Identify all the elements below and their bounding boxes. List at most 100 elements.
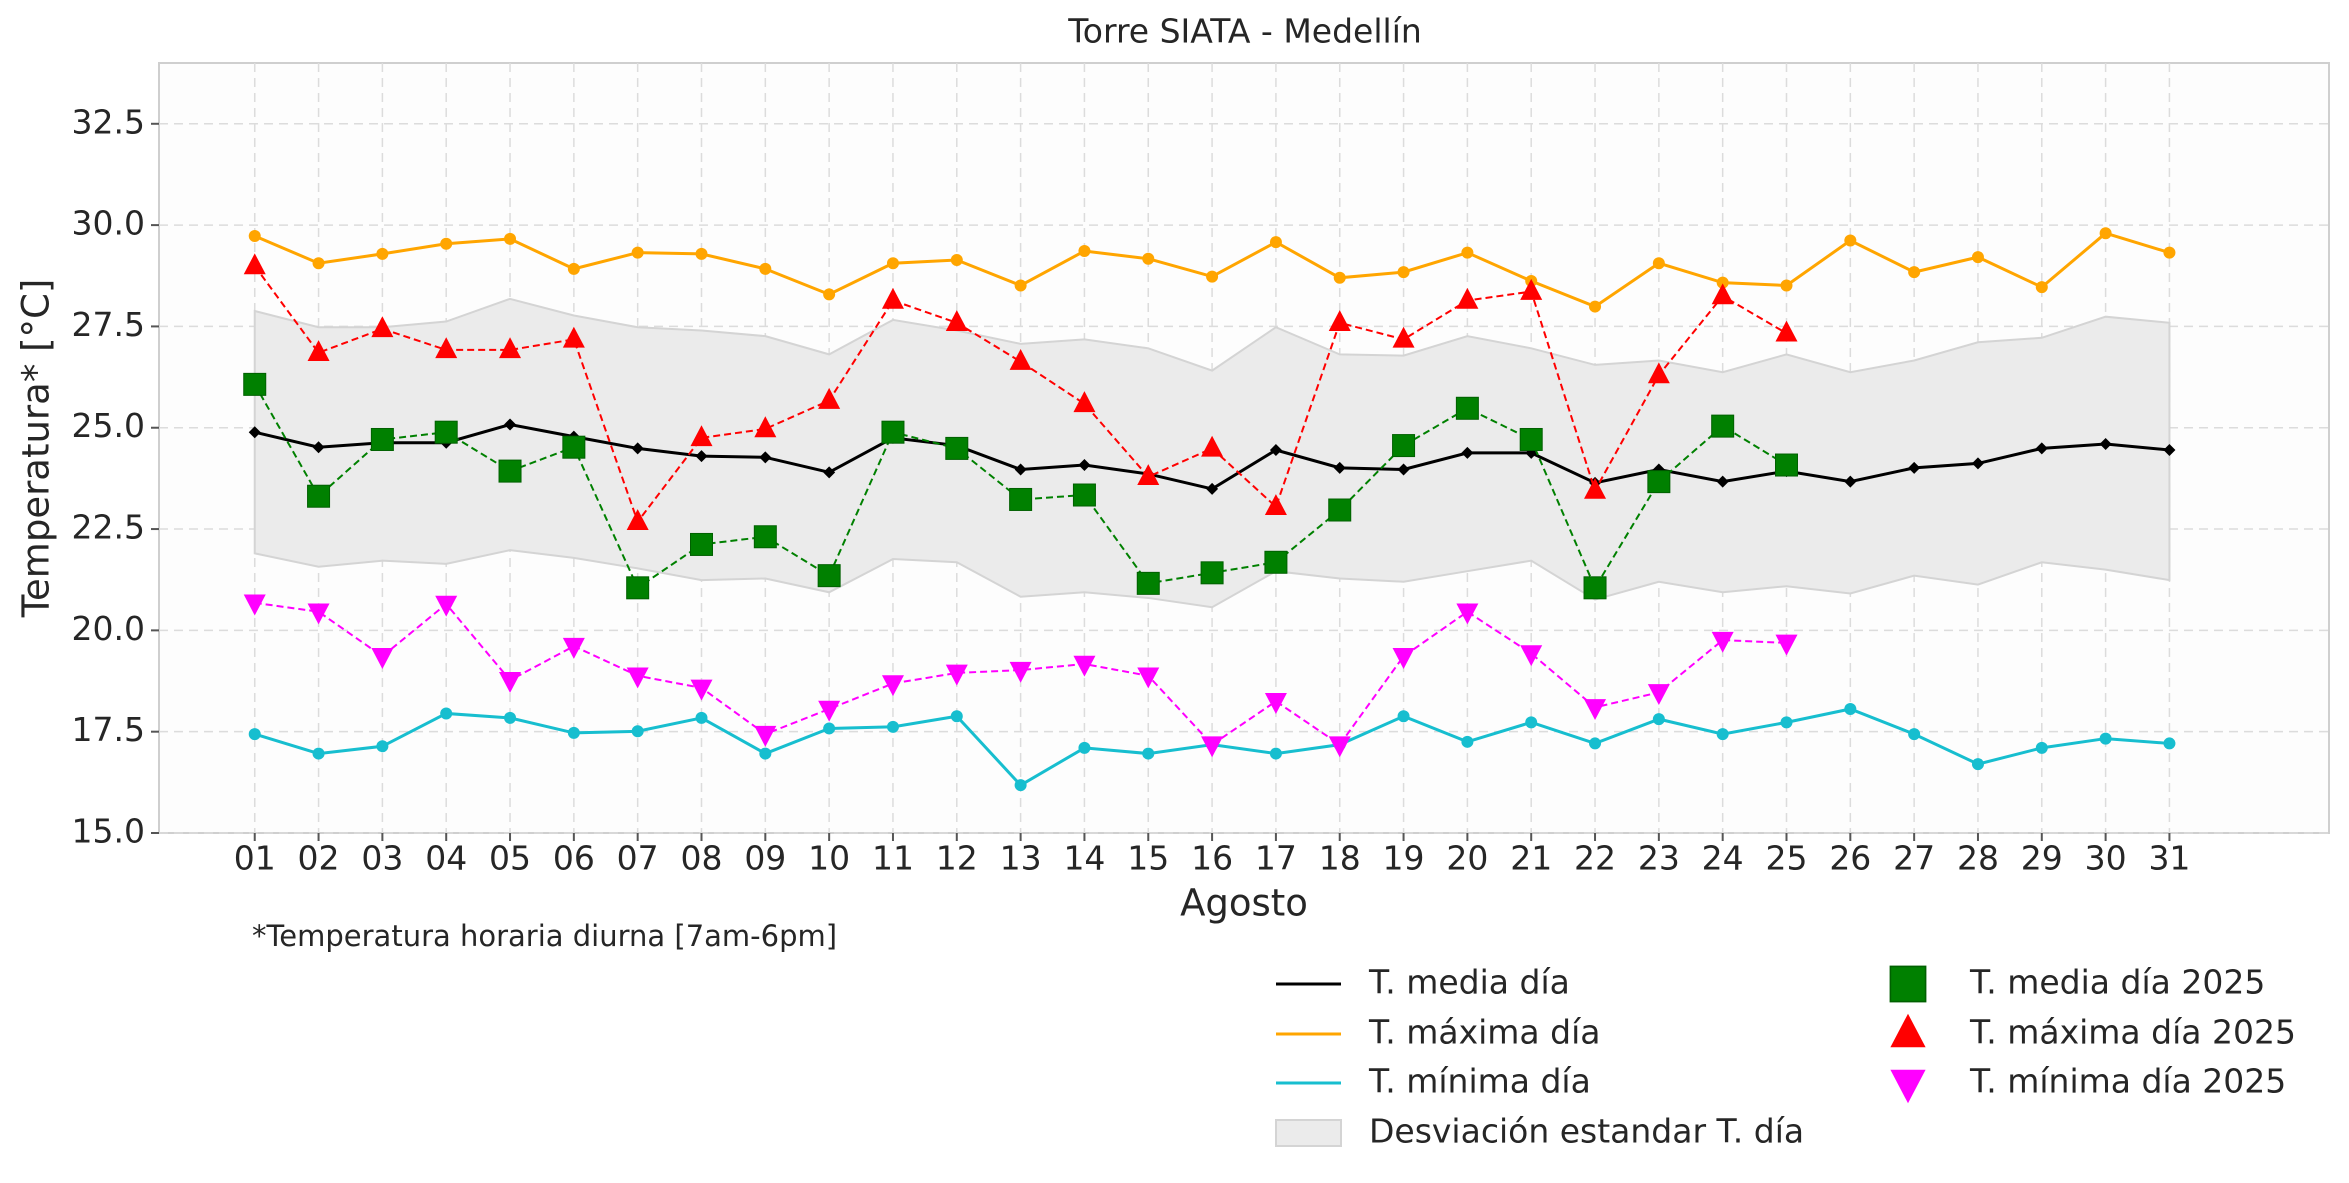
marker (1780, 279, 1793, 292)
marker (818, 387, 841, 409)
x-tick-label: 03 (361, 839, 403, 878)
marker (759, 747, 772, 760)
marker (1520, 645, 1543, 667)
x-tick-label: 18 (1319, 839, 1361, 878)
x-tick-label: 02 (298, 839, 340, 878)
x-tick-label: 11 (872, 839, 914, 878)
marker (759, 262, 772, 275)
x-tick-label: 10 (808, 839, 850, 878)
marker (504, 418, 517, 431)
x-axis-label: Agosto (1180, 882, 1308, 925)
y-tick-label: 17.5 (72, 710, 145, 749)
marker (1206, 270, 1219, 283)
marker (1584, 477, 1607, 499)
marker (1072, 483, 1096, 507)
marker (504, 232, 517, 245)
marker (1971, 251, 1984, 264)
marker (243, 372, 267, 396)
marker (823, 722, 836, 735)
marker (248, 230, 261, 243)
marker (1078, 459, 1091, 472)
x-tick-label: 14 (1063, 839, 1105, 878)
marker (886, 720, 899, 733)
legend-swatch (1889, 965, 1927, 1003)
x-tick-label: 17 (1255, 839, 1297, 878)
marker (1780, 716, 1793, 729)
legend-label: T. media día (1368, 963, 1570, 1002)
marker (248, 728, 261, 741)
marker (562, 435, 586, 459)
marker (1908, 728, 1921, 741)
marker (754, 725, 777, 747)
marker (1137, 667, 1160, 689)
marker (1844, 475, 1857, 488)
marker (1269, 236, 1282, 249)
y-tick-label: 25.0 (72, 406, 145, 445)
x-tick-label: 08 (681, 839, 723, 878)
marker (1844, 234, 1857, 247)
x-tick-label: 21 (1510, 839, 1552, 878)
marker (567, 262, 580, 275)
marker (695, 247, 708, 260)
marker (945, 436, 969, 460)
marker (1014, 779, 1027, 792)
y-tick-label: 30.0 (72, 204, 145, 243)
legend-label: T. máxima día (1368, 1013, 1600, 1052)
marker (2099, 437, 2112, 450)
x-tick-label: 24 (1702, 839, 1744, 878)
marker (1647, 470, 1671, 494)
marker (1206, 482, 1219, 495)
marker (1971, 758, 1984, 771)
x-tick-label: 26 (1829, 839, 1871, 878)
marker (1711, 283, 1734, 305)
marker (1716, 728, 1729, 741)
marker (1009, 349, 1032, 370)
marker (567, 726, 580, 739)
marker (2099, 732, 2112, 745)
marker (1844, 702, 1857, 715)
marker (243, 594, 266, 616)
marker (1525, 716, 1538, 729)
marker (2035, 442, 2048, 455)
marker (1716, 475, 1729, 488)
marker (1014, 279, 1027, 292)
x-tick-label: 20 (1446, 839, 1488, 878)
marker (1009, 487, 1033, 511)
y-axis-label: Temperatura* [°C] (15, 279, 58, 619)
marker (1073, 391, 1096, 413)
y-tick-label: 22.5 (72, 508, 145, 547)
marker (1456, 603, 1479, 625)
marker (2035, 741, 2048, 754)
marker (1264, 550, 1288, 574)
marker (817, 564, 841, 588)
marker (695, 450, 708, 463)
marker (1971, 457, 1984, 470)
x-tick-label: 09 (744, 839, 786, 878)
marker (1142, 252, 1155, 265)
marker (1589, 300, 1602, 313)
legend-label: T. máxima día 2025 (1969, 1013, 2296, 1052)
marker (690, 425, 713, 447)
chart-title: Torre SIATA - Medellín (1067, 12, 1422, 51)
marker (307, 603, 330, 625)
marker (1520, 278, 1543, 300)
marker (1201, 736, 1224, 758)
marker (1397, 463, 1410, 476)
marker (1711, 631, 1734, 653)
x-tick-label: 04 (425, 839, 467, 878)
annotation: *Temperatura horaria diurna [7am-6pm] (252, 919, 837, 953)
marker (1583, 576, 1607, 600)
marker (2163, 246, 2176, 259)
marker (690, 532, 713, 556)
marker (440, 707, 453, 720)
marker (434, 420, 458, 444)
marker (307, 340, 330, 362)
marker (1392, 434, 1416, 458)
x-tick-label: 19 (1383, 839, 1425, 878)
marker (371, 316, 394, 338)
legend-label: Desviación estandar T. día (1369, 1112, 1804, 1151)
marker (1333, 271, 1346, 284)
marker (440, 237, 453, 250)
marker (754, 416, 777, 438)
